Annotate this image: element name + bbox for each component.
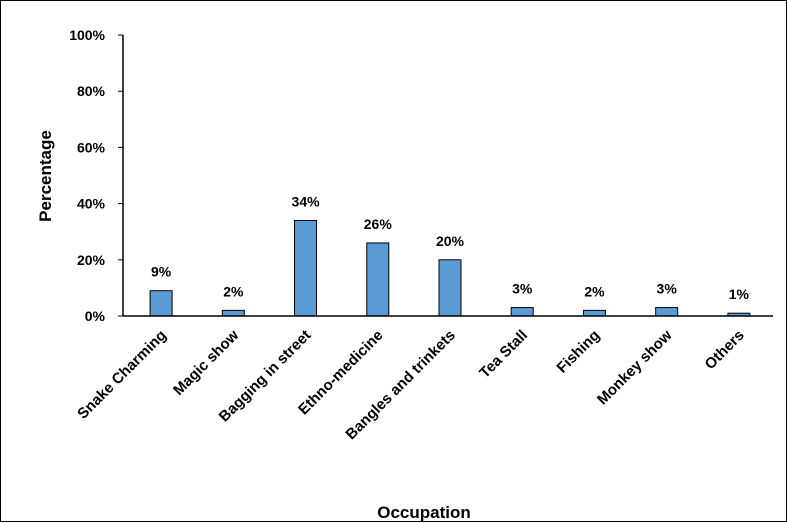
y-tick-label: 40% [77,196,106,212]
y-tick-label: 60% [77,139,106,155]
x-category-label: Snake Charming [74,327,170,423]
bar [582,309,606,317]
data-labels: 9% 2% 34% 26% 20% 3% 2% 3% 1% [151,193,750,302]
bar [510,307,534,317]
data-label: 9% [151,264,172,280]
y-tick-label: 20% [77,252,106,268]
data-label: 3% [657,281,678,297]
bar [149,290,173,317]
data-label: 3% [512,281,533,297]
x-category-label: Others [702,327,748,373]
data-label: 2% [223,283,244,299]
y-tick-label: 100% [69,27,105,43]
x-axis-title: Occupation [377,503,471,522]
data-label: 20% [436,233,465,249]
data-label: 2% [584,283,605,299]
x-category-label: Tea Stall [476,327,531,382]
x-category-label: Fishing [554,327,604,377]
x-category-label: Monkey show [594,327,676,409]
x-category-label: Magic show [170,327,242,399]
y-axis-title: Percentage [36,130,55,222]
data-label: 34% [292,193,321,209]
bar [221,309,245,317]
data-label: 1% [729,286,750,302]
bar [366,242,390,317]
data-label: 26% [364,216,393,232]
y-tick-label: 80% [77,83,106,99]
bar [294,219,318,317]
y-tick-label: 0% [85,308,106,324]
bar [438,259,462,317]
bar [655,307,679,317]
y-axis-ticks: 0% 20% 40% 60% 80% 100% [69,27,123,324]
